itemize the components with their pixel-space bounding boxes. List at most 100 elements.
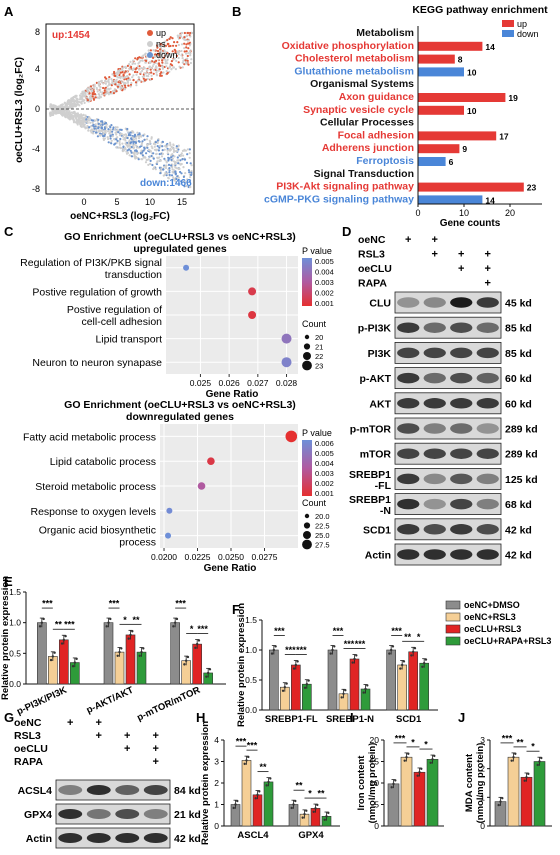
legend-swatch [445, 636, 461, 646]
bar [59, 639, 69, 685]
volcano-point [154, 53, 157, 56]
volcano-point [163, 173, 166, 176]
volcano-point [168, 45, 171, 48]
volcano-point [182, 175, 185, 178]
volcano-point [113, 88, 116, 91]
volcano-point [166, 62, 169, 65]
volcano-point [170, 60, 173, 63]
blot-band [450, 372, 473, 384]
volcano-point [92, 98, 96, 101]
volcano-points [48, 31, 193, 189]
volcano-point [117, 129, 120, 132]
data-point [351, 661, 354, 664]
volcano-point [122, 135, 125, 138]
volcano-point [187, 47, 190, 50]
volcano-point [126, 136, 129, 140]
volcano-point [72, 118, 75, 121]
data-point [424, 658, 428, 661]
volcano-point [158, 64, 161, 67]
sig-label: *** [355, 639, 366, 649]
data-point [107, 621, 110, 624]
volcano-point [177, 159, 180, 162]
legend-up-dot [147, 30, 153, 36]
volcano-point [89, 85, 93, 88]
volcano-point [126, 75, 129, 78]
blot-strip [394, 518, 502, 541]
data-point [206, 671, 210, 675]
volcano-point [107, 81, 110, 84]
sig-label: *** [274, 626, 285, 636]
volcano-point [139, 71, 142, 74]
volcano-point [170, 67, 173, 71]
volcano-point [50, 112, 53, 115]
legend-up-label: up [517, 19, 527, 29]
volcano-point [118, 134, 122, 137]
volcano-point [168, 149, 172, 152]
blot-strip [394, 493, 502, 516]
band-label: Actin [26, 833, 52, 845]
volcano-point [94, 119, 97, 122]
data-point [399, 667, 402, 670]
sig-label: *** [109, 599, 120, 609]
data-point [173, 621, 177, 624]
kegg-pathway-label: Ferroptosis [356, 155, 414, 167]
volcano-point [171, 166, 174, 169]
data-point [42, 617, 45, 621]
volcano-point [117, 146, 120, 149]
volcano-point [158, 153, 161, 156]
kegg-legend: up down [502, 19, 539, 39]
volcano-point [66, 106, 69, 109]
x-tick: 0.0275 [252, 552, 278, 562]
volcano-point [98, 93, 101, 96]
sig-label: * [411, 737, 415, 747]
blot-band [58, 833, 83, 843]
volcano-point [80, 100, 83, 103]
pvalue-tick: 0.001 [315, 299, 334, 308]
data-point [265, 784, 268, 787]
volcano-point [152, 157, 155, 160]
volcano-point [90, 128, 93, 131]
volcano-point [153, 55, 156, 59]
volcano-point [186, 178, 189, 181]
volcano-point [94, 131, 98, 134]
condition-label: oeNC [14, 717, 42, 729]
volcano-point [92, 87, 95, 90]
y-label-line: (nmol/mg protein) [475, 743, 486, 824]
y-tick: 2 [214, 778, 219, 788]
y-label-line: Iron content [356, 755, 367, 811]
volcano-point [187, 63, 190, 66]
volcano-point [93, 85, 96, 88]
blot-band [143, 833, 168, 843]
volcano-point [179, 170, 182, 174]
volcano-point [63, 114, 66, 117]
volcano-point [185, 184, 188, 188]
go-up-title: GO Enrichment (oeCLU+RSL3 vs oeNC+RSL3) [64, 231, 296, 243]
kegg-bar-value: 14 [485, 42, 495, 52]
blot-band [423, 423, 446, 434]
volcano-point [167, 176, 170, 179]
volcano-point [147, 49, 150, 52]
volcano-point [116, 85, 120, 88]
data-point [510, 759, 513, 762]
blot-band [397, 322, 420, 333]
count-legend-label: 22 [315, 352, 323, 361]
blot-band [450, 473, 473, 485]
volcano-point [128, 63, 131, 66]
blot-strip [55, 779, 171, 801]
band-kd: 60 kd [505, 373, 532, 385]
blot-strip [394, 417, 502, 440]
volcano-point [116, 136, 119, 139]
volcano-point [154, 168, 157, 171]
band-kd: 21 kd [174, 809, 201, 821]
kegg-bar [418, 195, 483, 205]
volcano-point [58, 110, 61, 113]
panel-g: G oeNC + +RSL3 + + +oeCLU + +RAPA +ACSL4 84 kdGPX… [4, 710, 201, 849]
data-point [499, 800, 502, 803]
volcano-point [185, 52, 188, 55]
volcano-point [150, 74, 153, 77]
volcano-point [81, 91, 85, 94]
data-point [64, 634, 67, 638]
volcano-point [182, 154, 185, 157]
